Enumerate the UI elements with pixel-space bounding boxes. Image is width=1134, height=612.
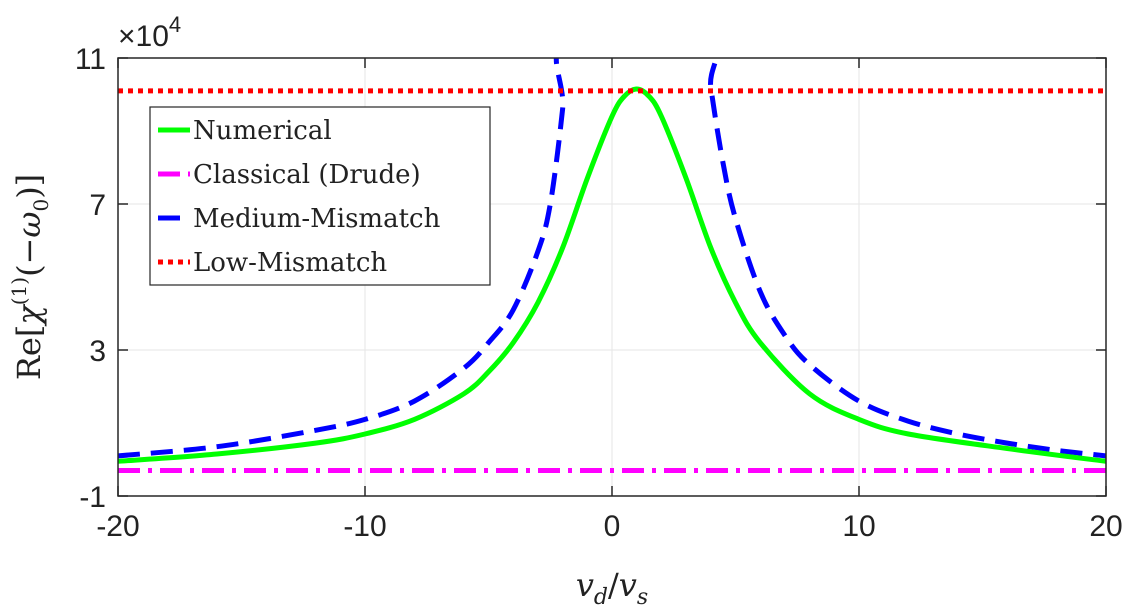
y-multiplier-label: ×104 xyxy=(118,12,181,53)
multiplier-exponent: 4 xyxy=(169,12,181,37)
series-layer xyxy=(118,58,1106,473)
series-line-numerical xyxy=(118,86,1106,464)
multiplier-times: ×10 xyxy=(118,20,169,53)
x-tick-label: 0 xyxy=(604,510,621,543)
tick-labels: -20 -10 0 10 20 -1 3 7 11 xyxy=(75,43,1123,543)
y-tick-label: -1 xyxy=(79,481,106,514)
legend-label-medium-mismatch: Medium-Mismatch xyxy=(193,204,441,234)
legend: Numerical Classical (Drude) Medium-Mismatc… xyxy=(149,106,491,286)
x-tick-label: 20 xyxy=(1089,510,1122,543)
y-tick-label: 11 xyxy=(75,43,106,76)
legend-label-numerical: Numerical xyxy=(193,116,332,146)
x-axis-title: vd/vs xyxy=(576,566,648,610)
y-axis-title: Re[χ(1)(−ω0)] xyxy=(7,174,53,380)
y-tick-label: 3 xyxy=(89,335,106,368)
x-tick-label: -20 xyxy=(96,510,139,543)
x-tick-label: 10 xyxy=(842,510,875,543)
tick-marks xyxy=(117,57,1107,497)
x-tick-label: -10 xyxy=(343,510,386,543)
legend-label-classical-drude: Classical (Drude) xyxy=(193,160,421,190)
y-tick-label: 7 xyxy=(89,189,106,222)
legend-label-low-mismatch: Low-Mismatch xyxy=(193,248,387,278)
legend-box xyxy=(149,106,491,286)
